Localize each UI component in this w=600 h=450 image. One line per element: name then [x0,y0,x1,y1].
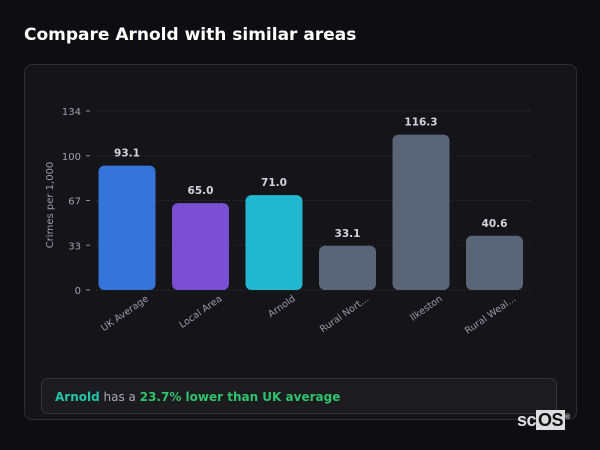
x-tick-label: Local Area [177,293,224,330]
bar [245,195,303,290]
x-tick-label: Ilkeston [408,293,445,323]
data-label: 33.1 [335,228,361,240]
data-label: 93.1 [114,148,140,160]
y-tick-label: 100 [62,152,81,163]
x-tick-label: Arnold [266,293,297,320]
y-axis-label: Crimes per 1,000 [45,162,56,249]
comparison-summary: Arnold has a 23.7% lower than UK average [41,378,557,414]
data-label: 65.0 [188,185,214,197]
summary-area: Arnold [55,390,100,404]
y-tick-label: 134 [62,107,81,118]
y-tick-label: 0 [75,286,81,297]
data-label: 40.6 [482,218,508,230]
data-label: 71.0 [261,177,287,189]
x-tick-label: Rural Weal... [463,293,518,336]
x-tick-label: Rural Nort... [318,293,371,335]
y-tick-label: 67 [68,197,81,208]
data-label: 116.3 [404,117,437,129]
y-tick-label: 33 [68,241,81,252]
bar [319,245,376,290]
bar [98,165,156,290]
bar [172,203,229,290]
bar [466,235,523,290]
bar [392,134,450,290]
summary-text: has a [99,390,140,404]
scos-logo: sc OS ® [517,410,570,430]
summary-comparison: 23.7% lower than UK average [139,390,341,404]
x-tick-label: UK Average [99,293,151,334]
page-title: Compare Arnold with similar areas [24,25,357,45]
